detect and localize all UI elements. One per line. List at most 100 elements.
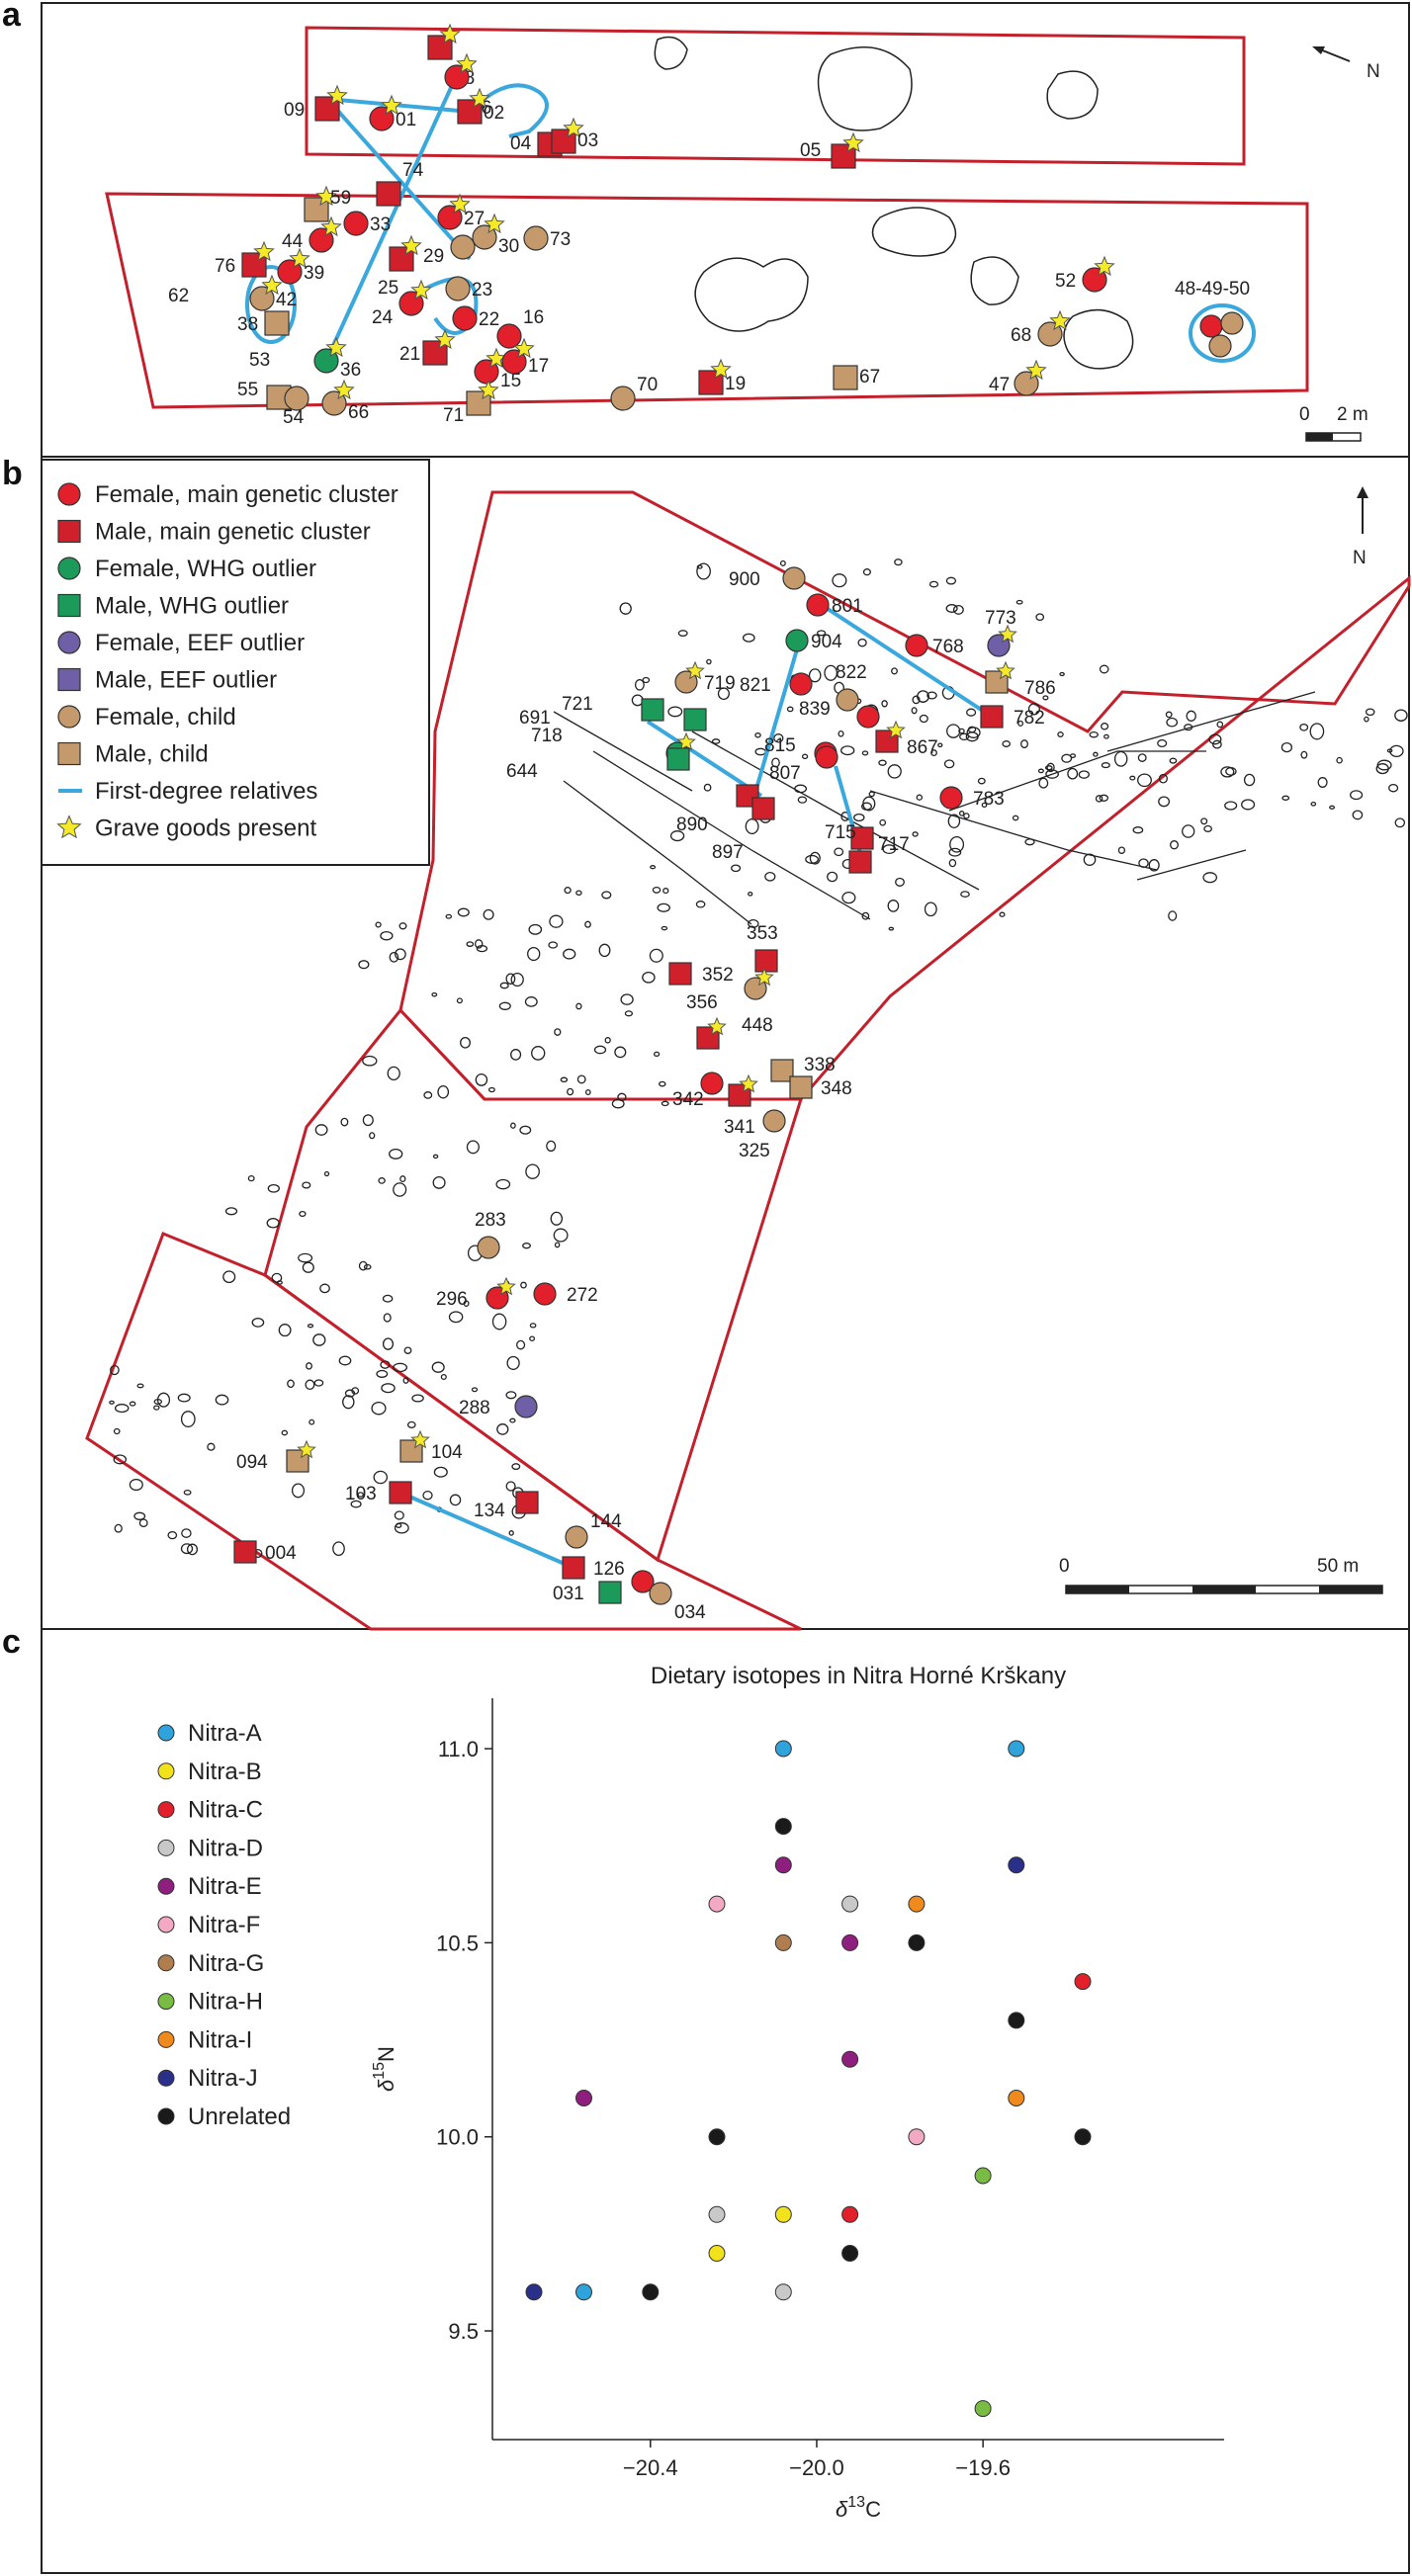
burial-circle-marker [57, 557, 81, 580]
grave-goods-star-icon [996, 660, 1015, 680]
data-point [908, 1933, 926, 1951]
data-point [841, 2245, 859, 2262]
legend-marker [157, 1954, 175, 1972]
burial-square-marker [389, 1481, 412, 1504]
burial-label: 815 [764, 735, 796, 756]
legend-item-eef-f: Female, EEF outlier [57, 630, 305, 656]
data-point [1074, 2128, 1092, 2146]
grave-goods-star-icon [739, 1073, 758, 1093]
trench-boundary-upper [305, 26, 1246, 166]
grave-goods-star-icon [886, 720, 906, 739]
legend-box-b [41, 459, 430, 866]
data-point [642, 2283, 660, 2301]
burial-717: 717 [848, 834, 910, 874]
burial-004: 004 [233, 1540, 297, 1564]
burial-label: 807 [769, 763, 801, 784]
burial-label: 02 [484, 103, 504, 124]
data-point [575, 2283, 592, 2301]
legend-item-nitra-h: Nitra-H [157, 1989, 263, 2016]
burial-circle-marker [450, 234, 476, 260]
data-point [774, 1740, 792, 1758]
grave-goods-star-icon [261, 274, 283, 296]
series-nitra-i [908, 1895, 1025, 2106]
burial-label: 47 [989, 375, 1010, 395]
legend-marker [157, 2107, 175, 2125]
burial-label: 715 [825, 822, 856, 843]
burial-label: 67 [859, 367, 880, 387]
legend-item-nitra-e: Nitra-E [157, 1873, 262, 1900]
burial-circle-marker [815, 745, 838, 769]
grave-goods-star-icon [434, 328, 456, 350]
legend-label: Nitra-B [188, 1759, 262, 1785]
burial-label: 094 [236, 1452, 268, 1473]
burial-356: 356 [686, 992, 727, 1050]
grave-goods-star-icon [253, 240, 275, 262]
burial-104: 104 [399, 1429, 463, 1463]
burial-label: 17 [528, 356, 549, 377]
grave-goods-star-icon [676, 731, 696, 751]
y-tick-label: 10.0 [436, 2125, 479, 2150]
panel-label-a: a [2, 0, 22, 34]
grave-goods-star-icon [754, 967, 774, 987]
site-boundary-north [398, 490, 1411, 1101]
burial-square-marker [57, 519, 81, 544]
legend-label: Female, WHG outlier [95, 556, 316, 582]
burial-label: 031 [553, 1584, 584, 1604]
burial-352: 352 [668, 962, 734, 986]
series-nitra-d [708, 1895, 859, 2301]
burial-label: 48-49-50 [1175, 279, 1250, 300]
burial-circle-marker [496, 323, 522, 349]
legend-label: Male, main genetic cluster [95, 519, 371, 546]
burial-59: 59 [304, 185, 351, 222]
burial-label: 15 [500, 371, 521, 391]
burial-circle-marker [856, 705, 880, 729]
burial-783: 783 [939, 786, 1005, 810]
scale-zero-a: 0 [1299, 404, 1310, 425]
burial-label: 782 [1014, 708, 1045, 729]
burial-031: 031 [553, 1581, 622, 1604]
burial-144: 144 [565, 1511, 622, 1549]
grave-goods-star-icon [469, 87, 490, 109]
grave-goods-star-icon [1049, 309, 1071, 331]
legend-item-nitra-a: Nitra-A [157, 1720, 262, 1747]
burial-25: 25 [378, 234, 422, 299]
grave-goods-star-icon [707, 1016, 727, 1036]
burial-126: 126 [562, 1556, 625, 1580]
scale-label-a: 2 m [1337, 404, 1368, 425]
burial-square-marker [57, 593, 81, 618]
burial-71: 71 [443, 379, 499, 426]
burial-288: 288 [459, 1395, 538, 1418]
burial-719: 719 [674, 660, 736, 694]
legend-label: Male, WHG outlier [95, 593, 289, 620]
north-arrowhead-b [1357, 486, 1368, 498]
burial-circle-marker [762, 1109, 786, 1133]
scatter-points [525, 1740, 1092, 2418]
burial-353: 353 [747, 923, 778, 973]
legend-marker [157, 1916, 175, 1933]
burial-348: 348 [789, 1075, 852, 1099]
grave-goods-star-icon [685, 660, 705, 680]
burial-21: 21 [399, 328, 456, 366]
burial-label: 68 [1011, 325, 1031, 346]
burial-label: 36 [340, 360, 361, 381]
legend-marker [157, 2069, 175, 2087]
grave-goods-star-icon [410, 1429, 430, 1449]
burial-square-marker [850, 826, 874, 850]
burial-label: 27 [464, 209, 485, 229]
panel-label-b: b [2, 455, 23, 492]
burial-circle-marker [57, 705, 81, 729]
burial-label: 33 [370, 215, 391, 235]
series-nitra-c [841, 1973, 1092, 2223]
burial-73: 73 [523, 225, 571, 251]
burial-square-marker [754, 949, 778, 973]
grave-goods-star-icon [456, 52, 478, 74]
grave-goods-star-icon [400, 234, 422, 256]
burial-768: 768 [905, 634, 964, 657]
burial-label: 39 [304, 263, 324, 284]
burial-circle-marker [700, 1072, 724, 1095]
burial-label: 53 [249, 350, 270, 371]
data-point [774, 1818, 792, 1836]
burial-05: 05 [800, 131, 864, 169]
burial-label: 342 [672, 1089, 704, 1110]
burial-label: 71 [443, 405, 464, 426]
